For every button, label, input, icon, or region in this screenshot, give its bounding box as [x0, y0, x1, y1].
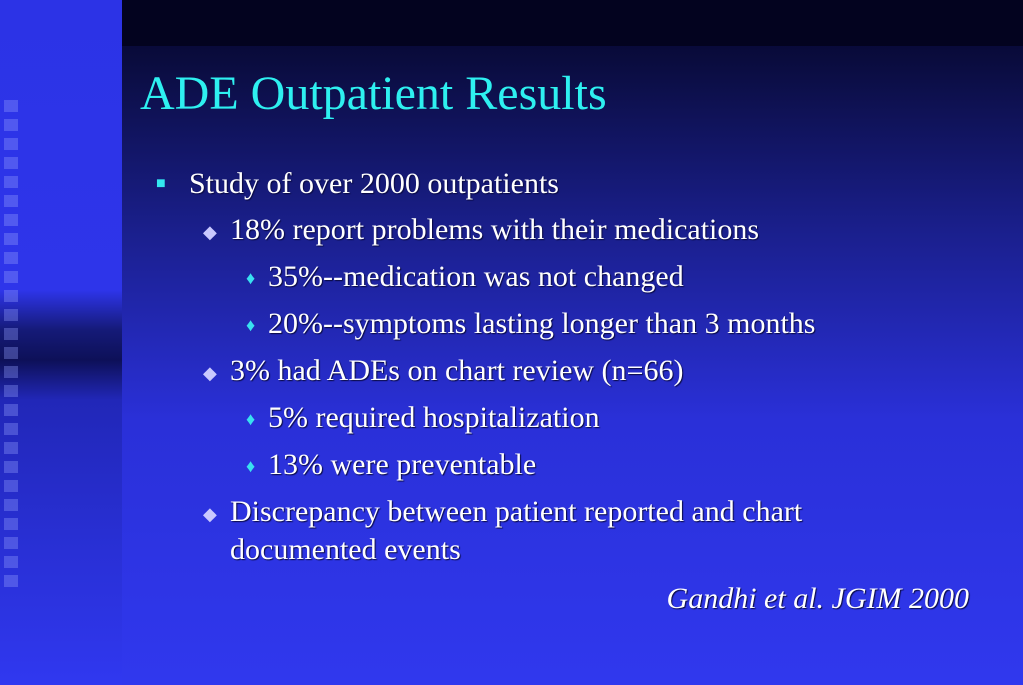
- bullet-text-level3: 5% required hospitalization: [268, 401, 600, 434]
- bullet-text-level3: 20%--symptoms lasting longer than 3 mont…: [268, 307, 816, 340]
- bullet-text-level3: 35%--medication was not changed: [268, 260, 684, 293]
- diamond-bullet-icon: ◆: [203, 222, 217, 242]
- diamond-bullet-icon: ◆: [203, 504, 217, 524]
- decorative-squares: [4, 100, 26, 620]
- small-diamond-bullet-icon: ♦: [246, 268, 256, 288]
- bullet-text-level2: 18% report problems with their medicatio…: [230, 213, 760, 246]
- bullet-text-level2: 3% had ADEs on chart review (n=66): [230, 354, 684, 387]
- diamond-bullet-icon: ◆: [203, 363, 217, 383]
- square-bullet-icon: ■: [156, 175, 166, 192]
- bullet-text-level2: Discrepancy between patient reported and…: [230, 495, 803, 528]
- small-diamond-bullet-icon: ♦: [246, 456, 256, 476]
- bullet-text-level1: Study of over 2000 outpatients: [189, 167, 559, 200]
- small-diamond-bullet-icon: ♦: [246, 409, 256, 429]
- bullet-text-level3: 13% were preventable: [268, 448, 537, 481]
- left-decorative-strip: [0, 0, 122, 685]
- small-diamond-bullet-icon: ♦: [246, 315, 256, 335]
- citation: Gandhi et al. JGIM 2000: [666, 582, 969, 615]
- top-dark-band: [122, 0, 1023, 46]
- bullet-text-level2-continuation: documented events: [230, 533, 461, 566]
- slide-title: ADE Outpatient Results: [140, 67, 607, 120]
